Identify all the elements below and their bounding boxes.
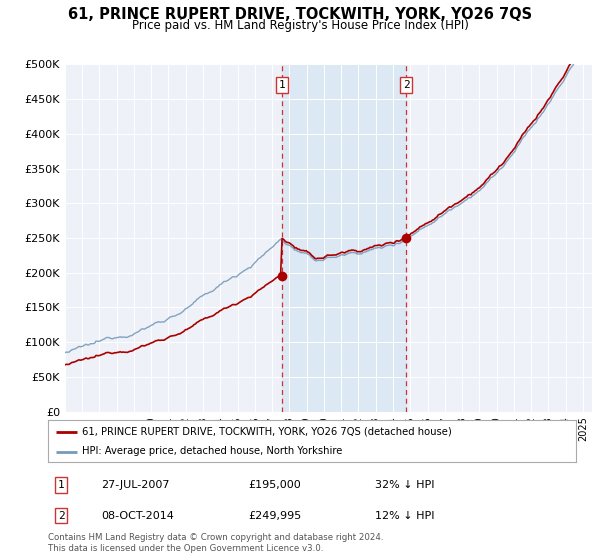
Text: £195,000: £195,000 — [248, 480, 301, 490]
Text: 32% ↓ HPI: 32% ↓ HPI — [376, 480, 435, 490]
Text: 61, PRINCE RUPERT DRIVE, TOCKWITH, YORK, YO26 7QS: 61, PRINCE RUPERT DRIVE, TOCKWITH, YORK,… — [68, 7, 532, 22]
Text: Price paid vs. HM Land Registry's House Price Index (HPI): Price paid vs. HM Land Registry's House … — [131, 19, 469, 32]
Text: Contains HM Land Registry data © Crown copyright and database right 2024.
This d: Contains HM Land Registry data © Crown c… — [48, 533, 383, 553]
Text: 1: 1 — [278, 80, 285, 90]
Text: 1: 1 — [58, 480, 65, 490]
Text: 61, PRINCE RUPERT DRIVE, TOCKWITH, YORK, YO26 7QS (detached house): 61, PRINCE RUPERT DRIVE, TOCKWITH, YORK,… — [82, 427, 452, 437]
Text: 2: 2 — [403, 80, 410, 90]
Text: £249,995: £249,995 — [248, 511, 302, 521]
Text: 08-OCT-2014: 08-OCT-2014 — [101, 511, 173, 521]
Text: 27-JUL-2007: 27-JUL-2007 — [101, 480, 169, 490]
Text: 2: 2 — [58, 511, 65, 521]
Text: 12% ↓ HPI: 12% ↓ HPI — [376, 511, 435, 521]
Text: HPI: Average price, detached house, North Yorkshire: HPI: Average price, detached house, Nort… — [82, 446, 343, 456]
Bar — [282, 64, 406, 412]
